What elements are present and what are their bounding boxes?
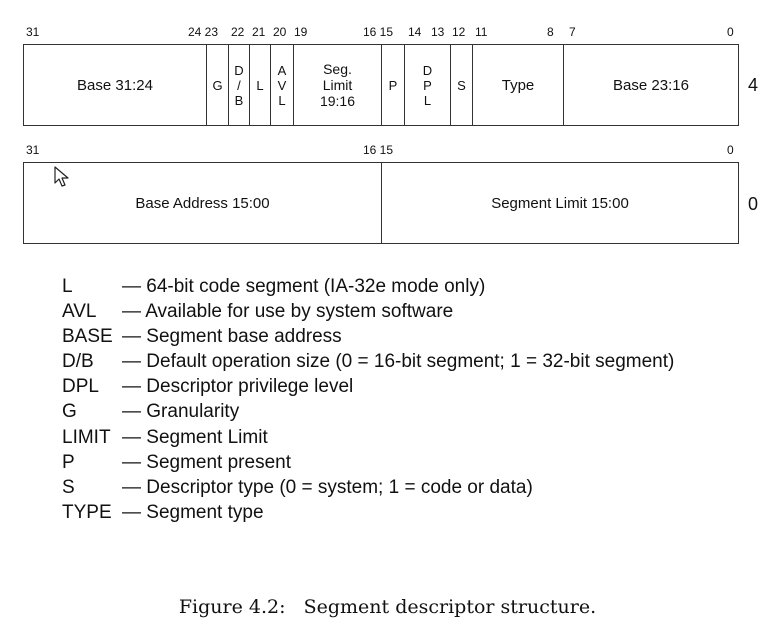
field-base-address-15-00: Base Address 15:00 <box>24 163 381 243</box>
bit-7: 7 <box>569 25 576 39</box>
field-base-31-24-label: Base 31:24 <box>77 76 153 94</box>
lower-bit-0: 0 <box>727 143 734 157</box>
field-avl: A V L <box>270 45 293 125</box>
legend-abbr: S <box>62 476 75 498</box>
bit-24-23: 24 23 <box>188 25 219 39</box>
field-base-23-16: Base 23:16 <box>563 45 738 125</box>
bit-0: 0 <box>727 25 734 39</box>
field-avl-line-1: A <box>277 62 287 78</box>
mouse-cursor-icon <box>54 166 69 187</box>
legend-abbr: G <box>62 401 77 423</box>
legend-item: L — 64-bit code segment (IA-32e mode only… <box>62 274 674 299</box>
field-type: Type <box>472 45 563 125</box>
legend-abbr: BASE <box>62 326 113 348</box>
bit-8: 8 <box>547 25 554 39</box>
bit-19: 19 <box>294 25 308 39</box>
bit-11: 11 <box>475 25 488 39</box>
field-db: D / B <box>228 45 249 125</box>
bit-22: 22 <box>231 25 245 39</box>
legend-desc: — Descriptor type (0 = system; 1 = code … <box>122 476 533 498</box>
legend-desc: — Descriptor privilege level <box>122 376 354 398</box>
legend-desc: — Segment type <box>122 501 264 523</box>
field-dpl-line-2: P <box>423 77 432 93</box>
legend-desc: — 64-bit code segment (IA-32e mode only) <box>122 276 486 297</box>
field-s: S <box>450 45 472 125</box>
bit-16-15: 16 15 <box>363 25 394 39</box>
bit-31: 31 <box>26 25 40 39</box>
field-l-label: L <box>256 77 264 93</box>
field-segment-limit-15-00: Segment Limit 15:00 <box>381 163 738 243</box>
field-dpl: D P L <box>404 45 450 125</box>
lower-bit-16-15: 16 15 <box>363 143 394 157</box>
upper-word-offset: 4 <box>748 75 759 95</box>
legend-desc: — Segment present <box>122 451 291 473</box>
legend-desc: — Segment Limit <box>122 426 268 448</box>
field-db-line-3: B <box>234 92 244 108</box>
lower-descriptor-word: Base Address 15:00 Segment Limit 15:00 <box>23 162 739 244</box>
bit-21: 21 <box>252 25 266 39</box>
field-type-label: Type <box>501 76 535 94</box>
field-seg-limit-line-2: Limit <box>322 77 353 93</box>
bit-12: 12 <box>452 25 466 39</box>
lower-bit-31: 31 <box>26 143 40 157</box>
legend-abbr: P <box>62 451 75 473</box>
legend-desc: — Granularity <box>122 401 240 423</box>
field-seg-limit-line-1: Seg. <box>323 61 352 77</box>
legend-item: TYPE — Segment type <box>62 500 674 525</box>
field-avl-line-2: V <box>277 77 287 93</box>
field-base-31-24: Base 31:24 <box>24 45 206 125</box>
field-l: L <box>249 45 270 125</box>
upper-descriptor-word: Base 31:24 G D / B L A V L Seg. Limit 19… <box>23 44 739 126</box>
field-seg-limit-line-3: 19:16 <box>319 93 356 109</box>
legend-desc: — Available for use by system software <box>122 301 454 323</box>
lower-bit-numbers: 31 16 15 0 <box>0 144 775 158</box>
field-legend: L — 64-bit code segment (IA-32e mode only… <box>62 274 674 525</box>
field-base-23-16-label: Base 23:16 <box>613 76 689 94</box>
bit-14: 14 <box>408 25 422 39</box>
field-p-label: P <box>388 77 398 93</box>
legend-item: G — Granularity <box>62 399 674 424</box>
field-p: P <box>381 45 404 125</box>
legend-item: D/B — Default operation size (0 = 16-bit … <box>62 349 674 374</box>
upper-bit-numbers: 31 24 23 22 21 20 19 16 15 14 13 12 11 8… <box>0 26 775 40</box>
field-seg-limit-19-16: Seg. Limit 19:16 <box>293 45 381 125</box>
legend-desc: — Segment base address <box>122 326 342 348</box>
legend-item: S — Descriptor type (0 = system; 1 = code… <box>62 475 674 500</box>
legend-item: LIMIT — Segment Limit <box>62 425 674 450</box>
field-dpl-line-3: L <box>423 92 432 108</box>
legend-abbr: AVL <box>62 301 97 323</box>
legend-abbr: DPL <box>62 376 99 398</box>
field-dpl-line-1: D <box>422 62 433 78</box>
field-g: G <box>206 45 228 125</box>
field-base-address-label: Base Address 15:00 <box>135 194 270 212</box>
lower-word-offset: 0 <box>748 194 759 214</box>
field-db-line-1: D <box>234 62 244 78</box>
field-s-label: S <box>457 77 466 93</box>
legend-abbr: LIMIT <box>62 426 111 448</box>
bit-20: 20 <box>273 25 287 39</box>
legend-abbr: L <box>62 276 73 297</box>
legend-item: P — Segment present <box>62 450 674 475</box>
field-segment-limit-label: Segment Limit 15:00 <box>491 194 629 212</box>
bit-13: 13 <box>431 25 445 39</box>
legend-item: BASE — Segment base address <box>62 324 674 349</box>
figure-caption: Figure 4.2: Segment descriptor structure… <box>178 596 597 618</box>
legend-item: DPL — Descriptor privilege level <box>62 374 674 399</box>
legend-abbr: TYPE <box>62 501 112 523</box>
field-db-line-2: / <box>237 77 241 93</box>
legend-desc: — Default operation size (0 = 16-bit seg… <box>122 351 675 373</box>
legend-item: AVL — Available for use by system softwar… <box>62 299 674 324</box>
legend-abbr: D/B <box>62 351 94 373</box>
field-g-label: G <box>212 77 223 93</box>
field-avl-line-3: L <box>278 92 286 108</box>
